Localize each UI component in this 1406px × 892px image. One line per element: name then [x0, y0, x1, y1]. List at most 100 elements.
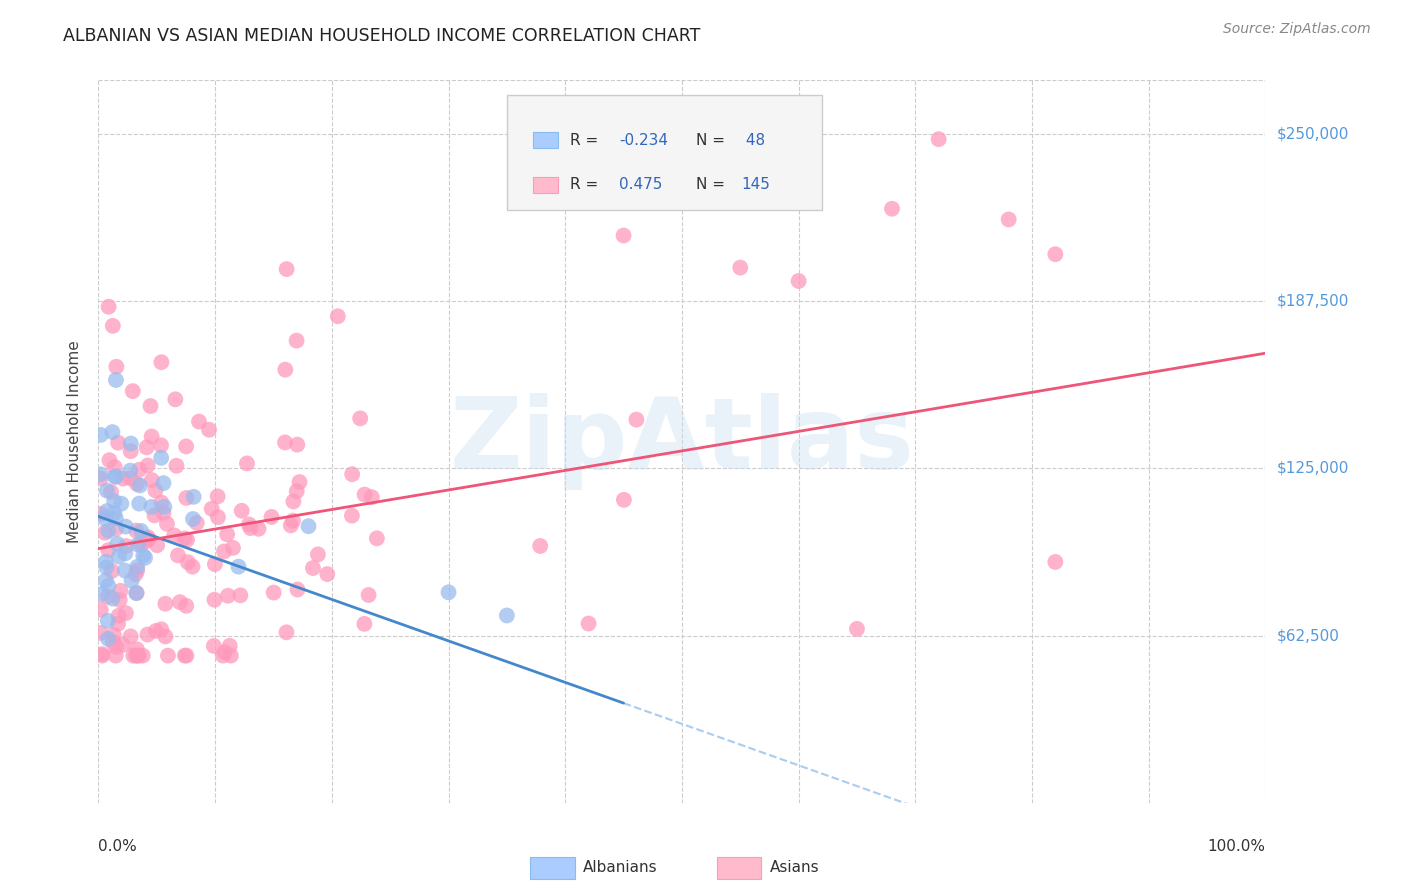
Point: [366, 532, 388, 546]
Point: [229, 588, 252, 602]
Text: -0.234: -0.234: [619, 133, 668, 148]
Point: [207, 510, 229, 524]
Point: [124, 567, 146, 582]
Point: [207, 489, 229, 503]
Text: 0.475: 0.475: [619, 178, 662, 193]
FancyBboxPatch shape: [533, 177, 558, 193]
Point: [101, 318, 124, 333]
Point: [104, 469, 127, 483]
Point: [181, 559, 204, 574]
Point: [176, 491, 198, 505]
Point: [236, 457, 259, 471]
Point: [127, 648, 149, 663]
Point: [97, 579, 120, 593]
Point: [103, 506, 125, 520]
Point: [101, 591, 124, 606]
Point: [285, 334, 308, 348]
Text: R =: R =: [569, 178, 607, 193]
Point: [163, 528, 186, 542]
Point: [132, 549, 155, 563]
Point: [145, 624, 167, 638]
Point: [104, 469, 127, 483]
Point: [176, 533, 198, 547]
Point: [174, 439, 197, 453]
Point: [129, 478, 152, 492]
Point: [260, 510, 283, 524]
Point: [98, 453, 121, 467]
Point: [107, 549, 129, 564]
Point: [108, 593, 131, 607]
Y-axis label: Median Household Income: Median Household Income: [67, 340, 83, 543]
Point: [156, 516, 179, 531]
Point: [281, 514, 304, 528]
Point: [146, 538, 169, 552]
Point: [132, 648, 155, 663]
Point: [101, 635, 124, 649]
Text: $62,500: $62,500: [1277, 628, 1340, 643]
Point: [105, 537, 128, 551]
Point: [115, 606, 138, 620]
Point: [340, 508, 363, 523]
Point: [165, 392, 187, 407]
Point: [239, 521, 262, 535]
Point: [1045, 247, 1067, 261]
Point: [247, 522, 270, 536]
Point: [349, 411, 371, 425]
Text: $125,000: $125,000: [1277, 461, 1348, 475]
Point: [276, 262, 298, 277]
Point: [90, 471, 112, 485]
Point: [125, 586, 148, 600]
Point: [141, 429, 163, 443]
Point: [90, 507, 112, 521]
Point: [121, 384, 143, 398]
Point: [1045, 555, 1067, 569]
Point: [353, 487, 375, 501]
Point: [626, 412, 648, 426]
Point: [101, 564, 124, 578]
Point: [127, 559, 149, 574]
Text: 145: 145: [741, 178, 770, 193]
Point: [218, 639, 240, 653]
Point: [302, 561, 325, 575]
Point: [91, 648, 114, 663]
Point: [111, 638, 134, 652]
Point: [217, 589, 239, 603]
Point: [928, 132, 950, 146]
Point: [222, 541, 245, 555]
Point: [578, 616, 600, 631]
Point: [326, 310, 349, 324]
Point: [169, 595, 191, 609]
Text: Source: ZipAtlas.com: Source: ZipAtlas.com: [1223, 22, 1371, 37]
Point: [496, 608, 519, 623]
Point: [437, 585, 460, 599]
Point: [613, 492, 636, 507]
Text: N =: N =: [696, 178, 730, 193]
Text: R =: R =: [569, 133, 603, 148]
Point: [138, 532, 160, 546]
Point: [181, 512, 204, 526]
Point: [127, 648, 149, 663]
Point: [316, 567, 339, 582]
Point: [110, 497, 132, 511]
Point: [125, 524, 148, 538]
Point: [198, 423, 221, 437]
Point: [134, 550, 156, 565]
Point: [340, 467, 363, 482]
Point: [104, 648, 127, 663]
Point: [96, 504, 118, 518]
Point: [283, 494, 305, 508]
Point: [150, 438, 173, 452]
Point: [129, 524, 152, 538]
Point: [128, 463, 150, 477]
Point: [128, 497, 150, 511]
Point: [105, 359, 128, 374]
Text: $187,500: $187,500: [1277, 293, 1348, 309]
Point: [90, 428, 112, 442]
Point: [167, 549, 190, 563]
Point: [90, 603, 112, 617]
Point: [288, 475, 311, 489]
Point: [150, 450, 173, 465]
Point: [110, 583, 132, 598]
Point: [94, 512, 117, 526]
Point: [136, 458, 159, 473]
